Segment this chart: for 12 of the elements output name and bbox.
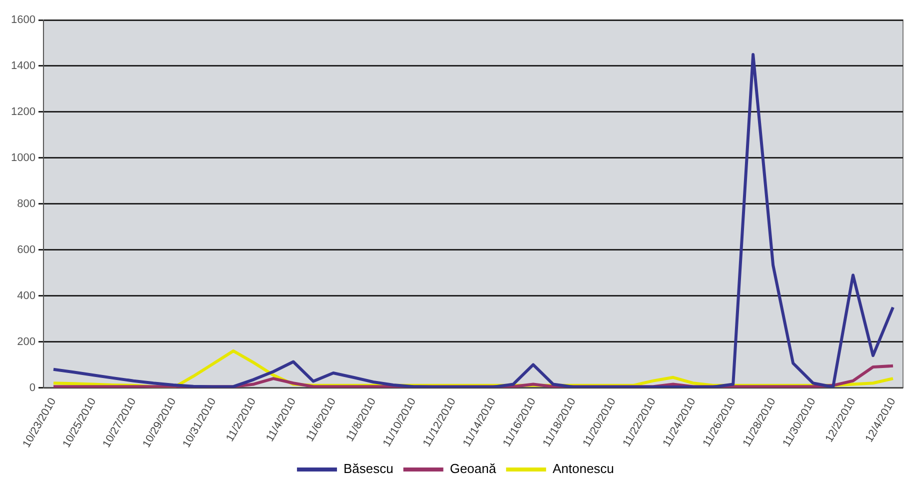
y-tick-label: 0 (29, 382, 36, 394)
y-tick-label: 200 (17, 336, 36, 348)
legend-label: Băsescu (343, 461, 394, 476)
y-tick-label: 1200 (10, 106, 36, 118)
y-tick-label: 1600 (10, 14, 36, 26)
y-tick-label: 1400 (10, 60, 36, 72)
y-tick-label: 800 (17, 198, 36, 210)
y-tick-label: 600 (17, 244, 36, 256)
y-tick-label: 400 (17, 290, 36, 302)
legend-label: Antonescu (552, 461, 614, 476)
legend-label: Geoană (450, 461, 497, 476)
y-tick-label: 1000 (10, 152, 36, 164)
